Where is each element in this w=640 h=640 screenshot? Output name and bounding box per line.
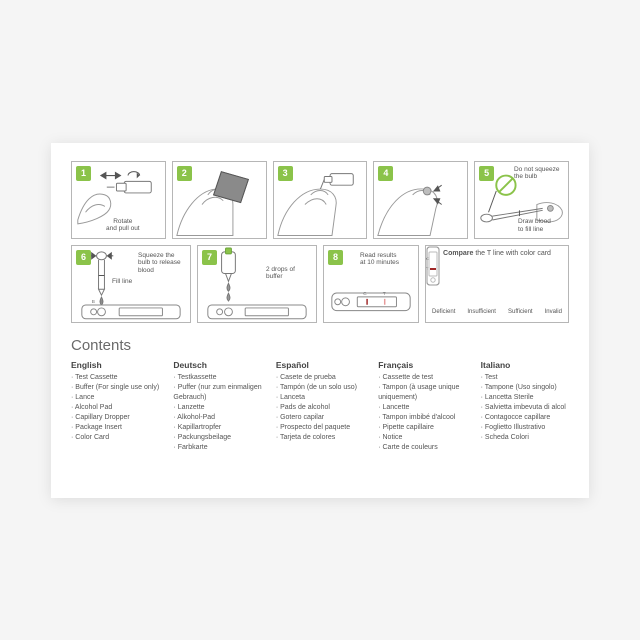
step-6-caption-top: Squeeze thebulb to releaseblood bbox=[138, 252, 184, 275]
contents-item: Casete de prueba bbox=[276, 373, 364, 383]
compare-label: Sufficient bbox=[508, 309, 533, 315]
contents-item: Carte de couleurs bbox=[378, 443, 466, 453]
contents-item: Prospecto del paquete bbox=[276, 423, 364, 433]
step-number: 6 bbox=[76, 250, 91, 265]
contents-item: Lancette bbox=[378, 403, 466, 413]
step-number: 1 bbox=[76, 166, 91, 181]
contents-item: Test bbox=[481, 373, 569, 383]
step-6-caption-bottom: Fill line bbox=[112, 278, 132, 286]
steps-row-1: 1 bbox=[71, 161, 569, 239]
contents-list: Cassette de testTampon (à usage unique u… bbox=[378, 373, 466, 454]
svg-text:C: C bbox=[426, 256, 429, 261]
language-name: Italiano bbox=[481, 360, 569, 370]
svg-text:C: C bbox=[363, 290, 367, 296]
languages-row: English Test CassetteBuffer (For single u… bbox=[71, 360, 569, 454]
compare-panel: Compare the T line with color card C T D… bbox=[425, 245, 569, 323]
contents-item: Lancetta Sterile bbox=[481, 393, 569, 403]
step-1-caption: Rotateand pull out bbox=[106, 218, 140, 234]
contents-item: Lanceta bbox=[276, 393, 364, 403]
language-column: Deutsch TestkassettePuffer (nur zum einma… bbox=[173, 360, 261, 454]
contents-list: TestTampone (Uso singolo)Lancetta Steril… bbox=[481, 373, 569, 444]
contents-list: TestkassettePuffer (nur zum einmaligen G… bbox=[173, 373, 261, 454]
compare-title-bold: Compare bbox=[443, 250, 473, 257]
contents-item: Tampon (à usage unique uniquement) bbox=[378, 383, 466, 403]
contents-section: Contents English Test CassetteBuffer (For… bbox=[71, 337, 569, 454]
step-number: 7 bbox=[202, 250, 217, 265]
step-8-caption: Read resultsat 10 minutes bbox=[360, 252, 410, 268]
contents-item: Package Insert bbox=[71, 423, 159, 433]
step-1: 1 bbox=[71, 161, 166, 239]
language-column: Italiano TestTampone (Uso singolo)Lancett… bbox=[481, 360, 569, 454]
compare-cassette: C T Invalid bbox=[545, 309, 562, 315]
steps-grid: 1 bbox=[71, 161, 569, 323]
compare-title: Compare the T line with color card bbox=[426, 250, 568, 257]
contents-item: Tarjeta de colores bbox=[276, 433, 364, 443]
compare-label: Deficient bbox=[432, 309, 455, 315]
compare-cassette: C T Insufficient bbox=[467, 309, 496, 315]
step-4: 4 bbox=[373, 161, 468, 239]
compare-cassette: C T Deficient bbox=[432, 309, 455, 315]
contents-item: Kapillartropfer bbox=[173, 423, 261, 433]
contents-item: Alcohol Pad bbox=[71, 403, 159, 413]
compare-title-rest: the T line with color card bbox=[473, 250, 551, 257]
compare-label: Insufficient bbox=[467, 309, 496, 315]
step-5-caption-top: Do not squeezethe bulb bbox=[514, 166, 564, 182]
contents-item: Scheda Colori bbox=[481, 433, 569, 443]
compare-cassette: C T Sufficient bbox=[508, 309, 533, 315]
contents-item: Tampón (de un solo uso) bbox=[276, 383, 364, 393]
steps-row-2: 6 Squeeze thebulb to releaseblood Fill l… bbox=[71, 245, 569, 323]
contents-item: Foglietto Illustrativo bbox=[481, 423, 569, 433]
contents-item: Farbkarte bbox=[173, 443, 261, 453]
contents-item: Packungsbeilage bbox=[173, 433, 261, 443]
language-name: English bbox=[71, 360, 159, 370]
contents-item: Test Cassette bbox=[71, 373, 159, 383]
contents-item: Salvietta imbevuta di alcol bbox=[481, 403, 569, 413]
compare-label: Invalid bbox=[545, 309, 562, 315]
language-column: Español Casete de pruebaTampón (de un sol… bbox=[276, 360, 364, 454]
contents-item: Capillary Dropper bbox=[71, 413, 159, 423]
step-8: 8 Read resultsat 10 minutes C T bbox=[323, 245, 419, 323]
instruction-card: 1 bbox=[51, 143, 589, 498]
language-name: Français bbox=[378, 360, 466, 370]
step-5-caption-bottom: Draw bloodto fill line bbox=[518, 218, 564, 234]
contents-item: Contagocce capillare bbox=[481, 413, 569, 423]
language-column: English Test CassetteBuffer (For single u… bbox=[71, 360, 159, 454]
contents-item: Color Card bbox=[71, 433, 159, 443]
svg-text:B: B bbox=[92, 299, 96, 305]
contents-item: Pads de alcohol bbox=[276, 403, 364, 413]
contents-list: Test CassetteBuffer (For single use only… bbox=[71, 373, 159, 444]
step-5: 5 Do not squeezethe bulb bbox=[474, 161, 569, 239]
contents-item: Lance bbox=[71, 393, 159, 403]
step-2: 2 bbox=[172, 161, 267, 239]
step-number: 2 bbox=[177, 166, 192, 181]
contents-item: Cassette de test bbox=[378, 373, 466, 383]
language-name: Deutsch bbox=[173, 360, 261, 370]
contents-item: Notice bbox=[378, 433, 466, 443]
contents-item: Gotero capilar bbox=[276, 413, 364, 423]
contents-list: Casete de pruebaTampón (de un solo uso)L… bbox=[276, 373, 364, 444]
step-7: 7 2 drops ofbuffer bbox=[197, 245, 317, 323]
step-number: 5 bbox=[479, 166, 494, 181]
step-3: 3 bbox=[273, 161, 368, 239]
step-number: 3 bbox=[278, 166, 293, 181]
contents-item: Lanzette bbox=[173, 403, 261, 413]
contents-item: Tampone (Uso singolo) bbox=[481, 383, 569, 393]
contents-heading: Contents bbox=[71, 337, 569, 354]
compare-row: C T Deficient C T Insufficient C T Suffi… bbox=[426, 263, 568, 315]
step-7-caption: 2 drops ofbuffer bbox=[266, 266, 306, 282]
contents-item: Tampon imbibé d'alcool bbox=[378, 413, 466, 423]
svg-text:T: T bbox=[383, 290, 386, 296]
step-number: 4 bbox=[378, 166, 393, 181]
step-6: 6 Squeeze thebulb to releaseblood Fill l… bbox=[71, 245, 191, 323]
contents-item: Puffer (nur zum einmaligen Gebrauch) bbox=[173, 383, 261, 403]
contents-item: Alkohol-Pad bbox=[173, 413, 261, 423]
step-number: 8 bbox=[328, 250, 343, 265]
language-name: Español bbox=[276, 360, 364, 370]
language-column: Français Cassette de testTampon (à usage … bbox=[378, 360, 466, 454]
contents-item: Buffer (For single use only) bbox=[71, 383, 159, 393]
contents-item: Pipette capillaire bbox=[378, 423, 466, 433]
contents-item: Testkassette bbox=[173, 373, 261, 383]
